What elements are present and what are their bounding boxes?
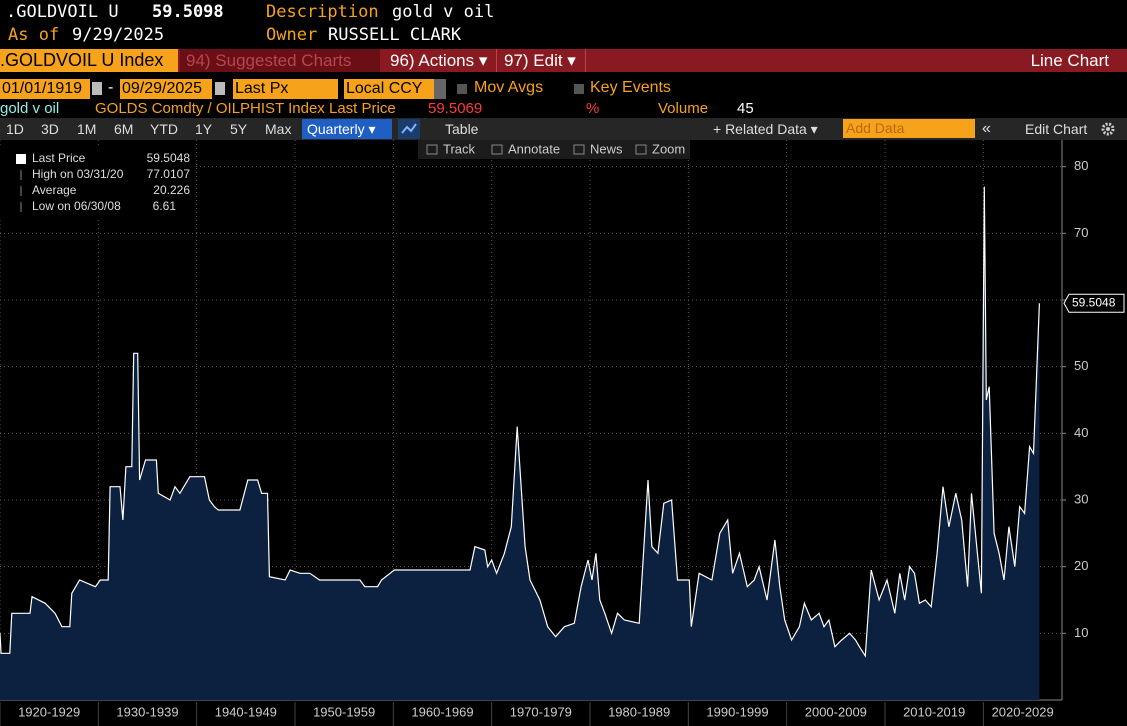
currency-select[interactable]: Local CCY	[344, 79, 434, 99]
tool-icon	[573, 144, 585, 155]
description-label: Description	[266, 2, 379, 22]
x-tick-label: 1980-1989	[608, 704, 670, 719]
legend-value: 6.61	[153, 199, 177, 213]
as-of: 9/29/2025	[72, 25, 165, 45]
chart: 10203040506070801920-19291930-19391940-1…	[0, 140, 1127, 726]
legend-value: 59.5048	[147, 151, 191, 165]
series-label: gold v oil	[0, 100, 60, 117]
price-tag-label: 59.5048	[1072, 295, 1116, 309]
range-button[interactable]: 3D	[41, 121, 59, 137]
description: gold v oil	[392, 2, 495, 22]
legend-label: Average	[32, 183, 77, 197]
checkbox[interactable]	[574, 84, 584, 94]
range-button[interactable]: 1Y	[195, 121, 213, 137]
calendar-icon[interactable]	[92, 82, 102, 95]
legend-value: 20.226	[153, 183, 190, 197]
range-button[interactable]: 1M	[77, 121, 97, 137]
ticker: .GOLDVOIL U	[6, 2, 119, 22]
tool-button[interactable]: News	[590, 141, 623, 156]
menu-item[interactable]: 96) Actions ▾	[384, 49, 497, 72]
y-tick-label: 70	[1074, 225, 1088, 240]
price: 59.5098	[152, 2, 224, 22]
x-tick-label: 2020-2029	[992, 704, 1054, 719]
y-tick-label: 40	[1074, 425, 1088, 440]
collapse-button[interactable]: «	[982, 120, 991, 137]
frequency-select[interactable]: Quarterly ▾	[302, 119, 392, 139]
dropdown-button[interactable]	[434, 79, 446, 99]
tool-button[interactable]: Track	[443, 141, 476, 156]
x-tick-label: 1940-1949	[215, 704, 277, 719]
range-button[interactable]: Max	[265, 121, 292, 137]
table-button[interactable]: Table	[445, 121, 479, 137]
tool-icon	[635, 144, 647, 155]
y-tick-label: 80	[1074, 158, 1088, 173]
calendar-icon[interactable]	[215, 82, 225, 95]
field-select[interactable]: Last Px	[233, 79, 338, 99]
series-description: GOLDS Comdty / OILPHIST Index Last Price	[95, 100, 396, 117]
edit-chart[interactable]: Edit Chart	[1025, 121, 1088, 137]
end-date[interactable]: 09/29/2025	[120, 79, 212, 99]
x-tick-label: 1930-1939	[116, 704, 178, 719]
range-button[interactable]: 1D	[6, 121, 24, 137]
y-tick-label: 30	[1074, 491, 1088, 506]
area	[0, 186, 1040, 701]
range-button[interactable]: 6M	[114, 121, 134, 137]
security-field[interactable]: .GOLDVOIL U Index	[0, 49, 178, 72]
line	[0, 186, 1040, 658]
legend-label: Last Price	[32, 151, 86, 165]
owner-label: Owner	[266, 25, 318, 45]
add-data-input[interactable]: Add Data	[843, 119, 975, 138]
menu-item[interactable]: 97) Edit ▾	[498, 49, 586, 72]
x-tick-label: 1920-1929	[18, 704, 80, 719]
tool-button[interactable]: Zoom	[652, 141, 685, 156]
chart-tools	[418, 140, 690, 159]
date-separator: -	[108, 79, 114, 96]
x-tick-label: 2010-2019	[903, 704, 965, 719]
volume: 45	[737, 100, 754, 117]
legend-label: Low on 06/30/08	[32, 199, 121, 213]
price-tag	[1063, 293, 1125, 313]
range-button[interactable]: YTD	[150, 121, 178, 137]
option-label: Mov Avgs	[474, 79, 544, 96]
y-tick-label: 10	[1074, 625, 1088, 640]
owner: RUSSELL CLARK	[328, 25, 462, 45]
tool-icon	[491, 144, 503, 155]
line-chart-icon[interactable]	[398, 119, 420, 139]
legend-value: 77.0107	[147, 167, 191, 181]
checkbox[interactable]	[457, 84, 467, 94]
y-tick-label: 50	[1074, 358, 1088, 373]
range-button[interactable]: 5Y	[230, 121, 248, 137]
start-date[interactable]: 01/01/1919	[0, 79, 90, 99]
percent: %	[586, 100, 600, 117]
x-tick-label: 1960-1969	[411, 704, 473, 719]
x-tick-label: 1970-1979	[510, 704, 572, 719]
settings-icon[interactable]	[1100, 121, 1116, 137]
legend	[0, 148, 196, 220]
y-tick-label: 20	[1074, 558, 1088, 573]
legend-swatch	[16, 154, 26, 164]
x-tick-label: 2000-2009	[805, 704, 867, 719]
option-label: Key Events	[590, 79, 671, 96]
related-data[interactable]: + Related Data ▾	[713, 121, 818, 137]
series-value: 59.5069	[428, 100, 483, 117]
legend-label: High on 03/31/20	[32, 167, 124, 181]
as-of-label: As of	[8, 25, 60, 45]
volume-label: Volume	[658, 100, 709, 117]
x-tick-label: 1990-1999	[706, 704, 768, 719]
tool-button[interactable]: Annotate	[508, 141, 560, 156]
tool-icon	[426, 144, 438, 155]
menu-item[interactable]: 94) Suggested Charts	[180, 49, 380, 72]
view-name: Line Chart	[1030, 51, 1109, 70]
x-tick-label: 1950-1959	[313, 704, 375, 719]
